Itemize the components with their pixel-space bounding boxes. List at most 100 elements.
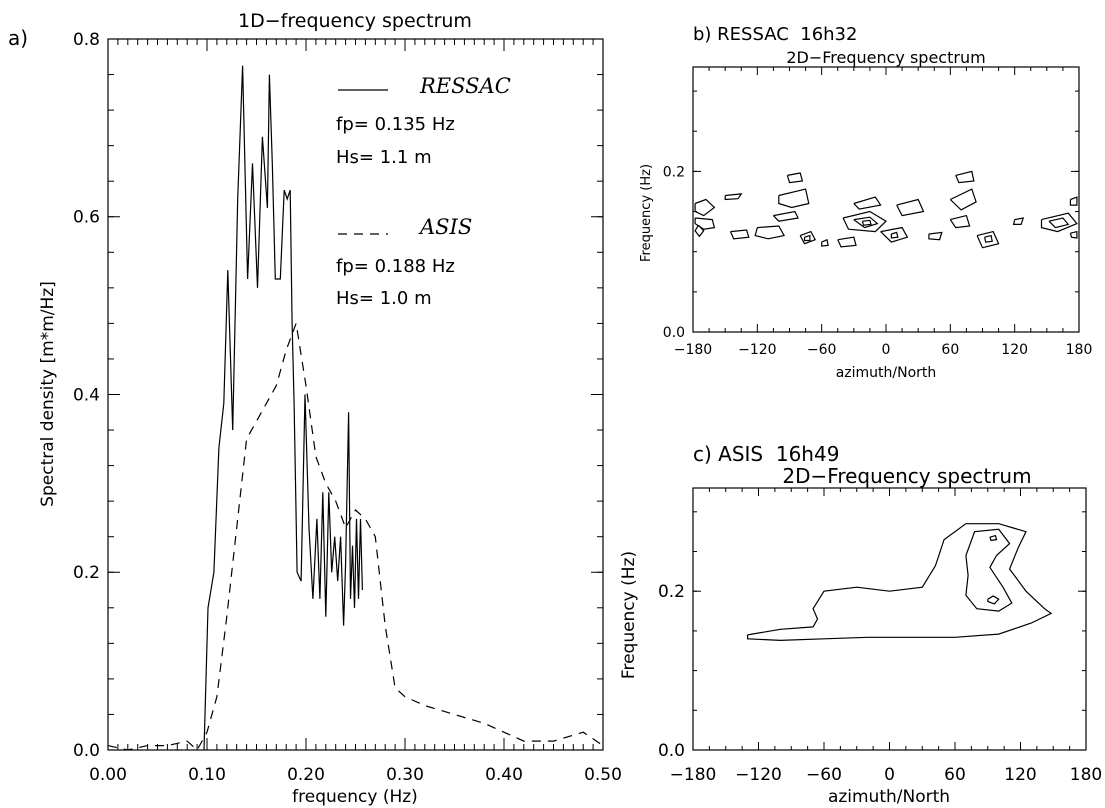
contour-line — [976, 230, 1000, 249]
contour-line — [746, 523, 1053, 642]
y-tick-label: 0.0 — [658, 741, 685, 761]
panel-a-y-tick-labels: 0.0 0.2 0.4 0.6 0.8 — [73, 30, 100, 761]
x-tick-label: −180 — [670, 765, 717, 785]
x-tick-label: 120 — [1001, 342, 1028, 358]
contour-line — [842, 210, 887, 233]
contour-line — [754, 225, 786, 240]
contour-line — [1040, 212, 1078, 233]
panel-b-ticks — [692, 67, 1080, 333]
x-tick-label: 0 — [884, 765, 895, 785]
x-tick-label: 0.50 — [584, 765, 622, 785]
x-tick-label: 60 — [941, 342, 959, 358]
panel-c-x-axis-label: azimuth/North — [828, 787, 950, 807]
asis-series-line — [107, 321, 604, 751]
panel-b-x-tick-labels: −180 −120 −60 0 60 120 180 — [674, 342, 1093, 358]
x-tick-label: −180 — [674, 342, 712, 358]
y-tick-label: 0.0 — [73, 741, 100, 761]
contour-line — [853, 196, 882, 210]
y-tick-label: 0.2 — [663, 164, 685, 180]
panel-a-x-tick-labels: 0.00 0.10 0.20 0.30 0.40 0.50 — [89, 765, 622, 785]
legend-ressac-name: RESSAC — [419, 74, 511, 98]
contour-line — [949, 188, 977, 211]
y-tick-label: 0.6 — [73, 208, 100, 228]
legend: RESSAC fp= 0.135 Hz Hs= 1.1 m ASIS fp= 0… — [336, 74, 511, 309]
x-tick-label: 60 — [944, 765, 966, 785]
contour-line — [896, 198, 925, 217]
contour-line — [861, 219, 872, 226]
ressac-hs-annotation: Hs= 1.1 m — [336, 147, 432, 168]
panel-b-x-axis-label: azimuth/North — [836, 365, 937, 381]
contour-line — [821, 238, 829, 247]
contour-line — [987, 595, 1000, 605]
contour-line — [1012, 217, 1025, 225]
panel-c-ticks — [692, 488, 1087, 751]
panel-c-x-tick-labels: −180 −120 −60 0 60 120 180 — [670, 765, 1103, 785]
contour-line — [724, 193, 743, 201]
x-tick-label: 0.30 — [386, 765, 424, 785]
panel-b-ressac-2d: b) RESSAC 16h32 2D−Frequency spectrum −1… — [639, 24, 1092, 381]
panel-b-contours — [694, 170, 1078, 249]
contour-line — [955, 170, 975, 184]
x-tick-label: −120 — [738, 342, 776, 358]
contour-line — [928, 231, 943, 241]
panel-c-asis-2d: c) ASIS 16h49 2D−Frequency spectrum −180… — [619, 442, 1102, 807]
x-tick-label: 180 — [1070, 765, 1102, 785]
panel-a-x-axis-label: frequency (Hz) — [292, 787, 418, 807]
x-tick-label: −60 — [807, 342, 837, 358]
panel-a-label: a) — [8, 26, 28, 50]
panel-b-label: b) RESSAC 16h32 — [693, 24, 857, 45]
asis-fp-annotation: fp= 0.188 Hz — [336, 256, 455, 277]
x-tick-label: −60 — [806, 765, 842, 785]
contour-line — [799, 230, 817, 245]
y-tick-label: 0.0 — [663, 325, 685, 341]
contour-line — [694, 198, 716, 217]
contour-line — [890, 231, 899, 239]
x-tick-label: 120 — [1004, 765, 1036, 785]
contour-line — [778, 188, 810, 209]
y-tick-label: 0.4 — [73, 385, 100, 405]
panel-c-plot-frame — [692, 487, 1087, 751]
y-tick-label: 0.2 — [73, 563, 100, 583]
panel-a-ticks — [107, 38, 604, 751]
contour-line — [965, 528, 1013, 612]
ressac-fp-annotation: fp= 0.135 Hz — [336, 114, 455, 135]
contour-line — [729, 229, 750, 240]
panel-b-title: 2D−Frequency spectrum — [786, 48, 985, 67]
contour-line — [853, 216, 879, 229]
contour-line — [694, 224, 705, 238]
legend-asis-name: ASIS — [418, 215, 472, 239]
panel-b-y-tick-labels: 0.0 0.2 — [663, 164, 685, 341]
contour-line — [984, 234, 993, 243]
panel-b-plot-frame — [692, 66, 1080, 333]
x-tick-label: 0.10 — [188, 765, 226, 785]
y-tick-label: 0.8 — [73, 30, 100, 50]
panel-a-spectrum: a) 1D−frequency spectrum 0.00 0.10 0.20 0.3… — [8, 10, 622, 807]
x-tick-label: 180 — [1066, 342, 1093, 358]
panel-c-y-tick-labels: 0.0 0.2 — [658, 582, 685, 761]
y-tick-label: 0.2 — [658, 582, 685, 602]
panel-a-y-axis-label: Spectral density [m*m/Hz] — [38, 281, 58, 507]
contour-line — [772, 210, 799, 222]
x-tick-label: −120 — [735, 765, 782, 785]
panel-a-title: 1D−frequency spectrum — [238, 10, 472, 32]
asis-hs-annotation: Hs= 1.0 m — [336, 288, 432, 309]
x-tick-label: 0.40 — [485, 765, 523, 785]
panel-c-y-axis-label: Frequency (Hz) — [619, 551, 639, 679]
contour-line — [1069, 196, 1078, 206]
contour-line — [1048, 217, 1070, 229]
contour-line — [694, 217, 716, 230]
x-tick-label: 0 — [882, 342, 891, 358]
panel-a-plot-frame — [107, 38, 604, 751]
ressac-series-line — [203, 65, 363, 751]
contour-line — [1069, 230, 1078, 239]
contour-line — [803, 234, 811, 242]
panel-c-label: c) ASIS 16h49 — [693, 442, 839, 466]
contour-line — [837, 236, 857, 248]
contour-line — [949, 214, 971, 229]
panel-c-contours — [746, 523, 1053, 642]
contour-line — [880, 226, 909, 243]
x-tick-label: 0.00 — [89, 765, 127, 785]
contour-line — [989, 534, 998, 542]
contour-line — [786, 172, 804, 184]
